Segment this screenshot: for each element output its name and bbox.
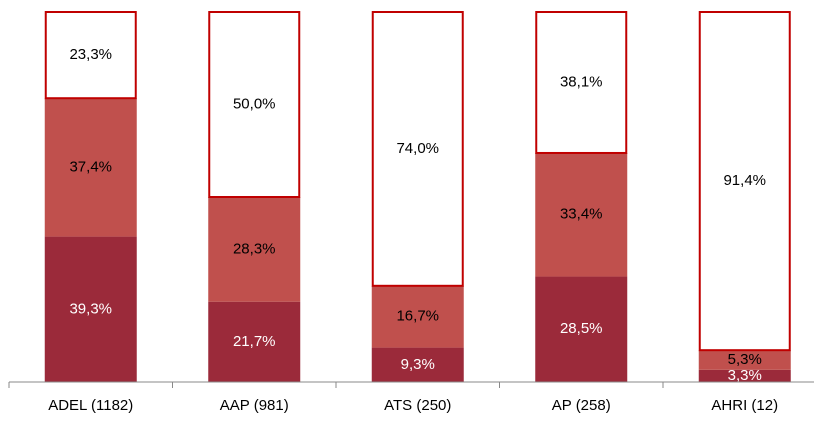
bar-segment	[44, 98, 137, 237]
x-tick-label: ADEL (1182)	[48, 397, 133, 414]
x-tick-label: ATS (250)	[384, 397, 451, 414]
bar-segment	[208, 301, 301, 382]
bar-segment	[535, 276, 628, 382]
value-label: 91,4%	[723, 172, 766, 189]
value-label: 39,3%	[69, 300, 112, 317]
value-label: 74,0%	[396, 140, 439, 157]
bar-segment	[698, 350, 791, 370]
bar-segment	[698, 11, 791, 352]
value-label: 38,1%	[560, 73, 603, 90]
bar-segment	[44, 11, 137, 100]
bar-segment	[371, 285, 464, 348]
bar-segment	[371, 11, 464, 287]
bar-segment	[208, 11, 301, 198]
bar-segment	[371, 347, 464, 382]
value-label: 5,3%	[728, 351, 762, 368]
value-label: 28,5%	[560, 320, 603, 337]
bar-segment	[208, 197, 301, 302]
value-label: 23,3%	[69, 46, 112, 63]
x-tick-label: AP (258)	[552, 397, 611, 414]
value-label: 16,7%	[396, 308, 439, 325]
bar-segment	[535, 152, 628, 277]
value-label: 28,3%	[233, 240, 276, 257]
x-tick-label: AAP (981)	[220, 397, 289, 414]
bar-segment	[44, 236, 137, 382]
value-label: 50,0%	[233, 95, 276, 112]
value-label: 37,4%	[69, 158, 112, 175]
bar-segment	[535, 11, 628, 154]
value-label: 21,7%	[233, 333, 276, 350]
value-label: 9,3%	[401, 356, 435, 373]
value-label: 3,3%	[728, 367, 762, 384]
value-label: 33,4%	[560, 206, 603, 223]
x-tick-label: AHRI (12)	[711, 397, 778, 414]
bar-segment	[698, 369, 791, 382]
